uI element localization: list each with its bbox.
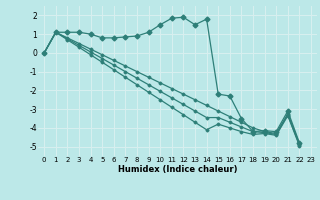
X-axis label: Humidex (Indice chaleur): Humidex (Indice chaleur) [118, 165, 237, 174]
